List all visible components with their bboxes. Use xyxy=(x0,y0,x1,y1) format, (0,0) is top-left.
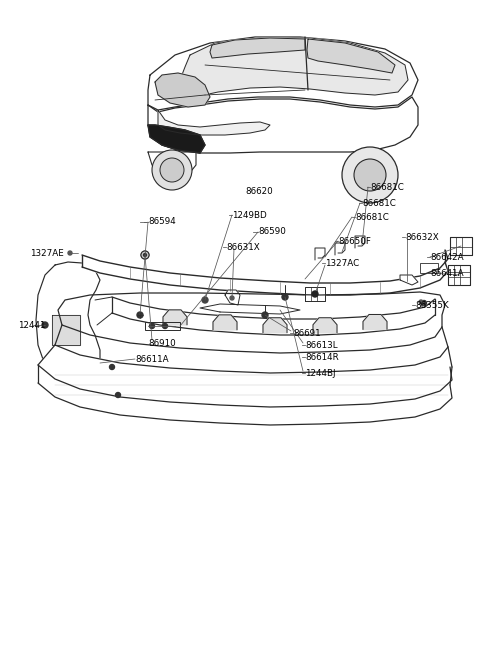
Polygon shape xyxy=(213,315,237,330)
Text: 86910: 86910 xyxy=(148,339,176,348)
Circle shape xyxy=(109,364,115,369)
Polygon shape xyxy=(263,318,287,333)
Circle shape xyxy=(282,294,288,300)
Text: 86613L: 86613L xyxy=(305,341,337,350)
Text: 1244BJ: 1244BJ xyxy=(305,369,336,377)
Circle shape xyxy=(202,297,208,303)
Polygon shape xyxy=(448,265,470,285)
Text: 86632X: 86632X xyxy=(405,233,439,242)
Text: 86681C: 86681C xyxy=(355,212,389,221)
Circle shape xyxy=(354,159,386,191)
Text: 86650F: 86650F xyxy=(338,236,371,246)
Circle shape xyxy=(163,324,168,329)
Polygon shape xyxy=(335,243,345,255)
Circle shape xyxy=(137,312,143,318)
Circle shape xyxy=(421,301,427,305)
Polygon shape xyxy=(363,314,387,329)
Circle shape xyxy=(152,150,192,190)
Circle shape xyxy=(230,296,234,300)
Polygon shape xyxy=(148,37,418,110)
Polygon shape xyxy=(148,97,418,153)
Polygon shape xyxy=(313,318,337,333)
Circle shape xyxy=(68,251,72,255)
Polygon shape xyxy=(200,304,300,314)
Circle shape xyxy=(141,251,149,259)
Polygon shape xyxy=(178,38,408,100)
Circle shape xyxy=(160,158,184,182)
Polygon shape xyxy=(307,39,395,73)
Text: 86681C: 86681C xyxy=(370,183,404,191)
Text: 86691: 86691 xyxy=(293,329,321,337)
Polygon shape xyxy=(36,262,100,385)
Circle shape xyxy=(419,300,423,304)
Polygon shape xyxy=(148,152,196,178)
Polygon shape xyxy=(400,275,418,285)
Polygon shape xyxy=(163,310,187,325)
Circle shape xyxy=(42,322,48,328)
Text: 1249BD: 1249BD xyxy=(232,210,267,219)
Circle shape xyxy=(149,324,155,329)
Text: 86641A: 86641A xyxy=(430,269,464,278)
Polygon shape xyxy=(450,237,472,255)
Polygon shape xyxy=(315,248,325,260)
Text: 12441: 12441 xyxy=(18,320,46,329)
Polygon shape xyxy=(355,236,365,248)
Polygon shape xyxy=(148,125,205,153)
Text: 86681C: 86681C xyxy=(362,198,396,208)
Text: 86620: 86620 xyxy=(245,187,273,196)
Polygon shape xyxy=(305,287,325,301)
Polygon shape xyxy=(155,73,210,107)
Polygon shape xyxy=(225,290,240,305)
Text: 1327AE: 1327AE xyxy=(30,248,64,257)
Text: 86614R: 86614R xyxy=(305,352,339,362)
Circle shape xyxy=(342,147,398,203)
Text: 86355K: 86355K xyxy=(415,301,449,310)
Text: 86642A: 86642A xyxy=(430,252,464,261)
Text: 86611A: 86611A xyxy=(135,354,168,364)
Circle shape xyxy=(312,291,318,297)
Circle shape xyxy=(144,253,146,257)
Bar xyxy=(420,263,438,273)
Polygon shape xyxy=(52,315,80,345)
Text: 86590: 86590 xyxy=(258,227,286,236)
Circle shape xyxy=(262,312,268,318)
Polygon shape xyxy=(210,38,305,58)
Text: 86594: 86594 xyxy=(148,217,176,227)
Bar xyxy=(145,322,180,330)
Polygon shape xyxy=(158,110,270,135)
Circle shape xyxy=(141,251,149,259)
Text: 1327AC: 1327AC xyxy=(325,259,359,267)
Text: 86631X: 86631X xyxy=(226,242,260,252)
Polygon shape xyxy=(38,345,452,425)
Circle shape xyxy=(116,392,120,398)
